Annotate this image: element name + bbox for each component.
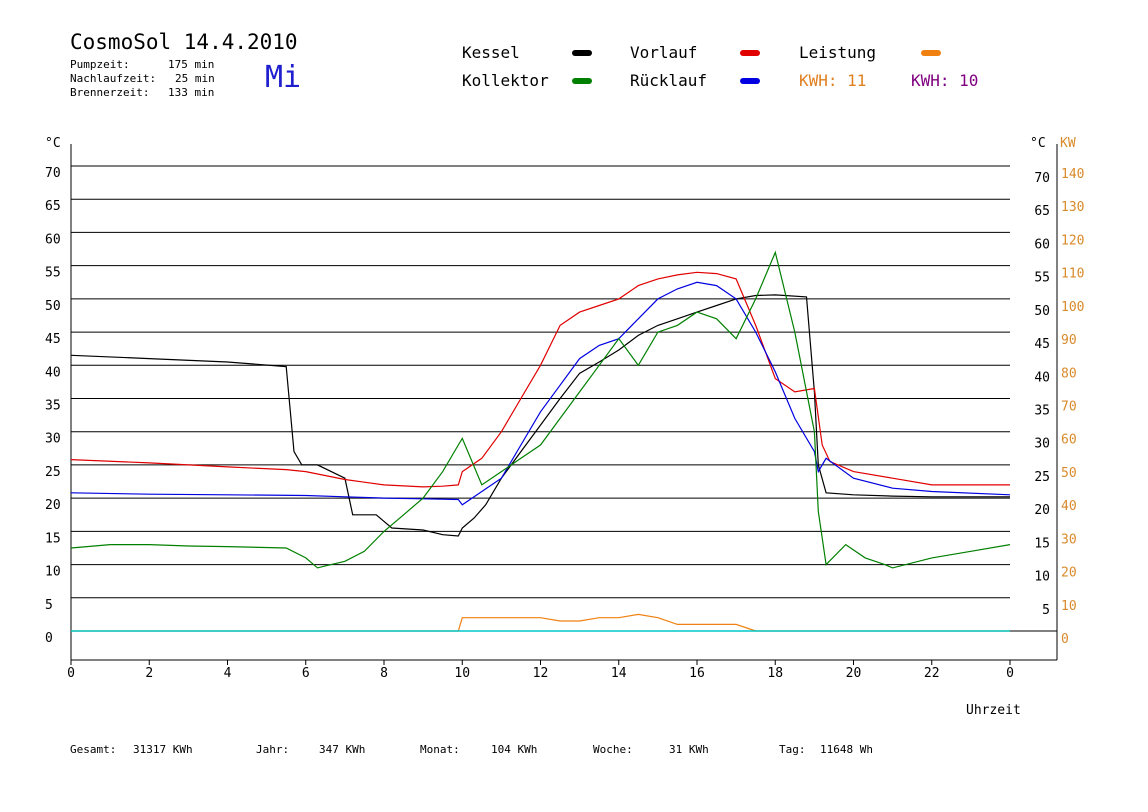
legend-leistung-swatch [921, 50, 941, 56]
footer-jahr-value: 347 KWh [319, 743, 366, 756]
x-tick-label: 4 [224, 666, 232, 681]
legend-leistung-label: Leistung [799, 43, 877, 62]
y-axis-unit-power: KW [1060, 136, 1076, 151]
y-tick-power: 130 [1061, 200, 1084, 215]
y-tick-left: 35 [45, 399, 61, 414]
y-tick-power: 70 [1061, 400, 1077, 415]
legend-kwh-orange: KWH: 11 [799, 71, 867, 90]
y-tick-power: 140 [1061, 167, 1084, 182]
legend-vorlauf-label: Vorlauf [630, 43, 698, 62]
y-tick-power: 90 [1061, 333, 1077, 348]
y-tick-right: 55 [1034, 271, 1050, 286]
y-tick-right: 35 [1034, 404, 1050, 419]
y-tick-left: 10 [45, 565, 61, 580]
stat-nachlaufzeit-label: Nachlaufzeit: [70, 72, 157, 85]
x-axis-label: Uhrzeit [966, 703, 1021, 718]
y-tick-power: 100 [1061, 300, 1084, 315]
stat-nachlaufzeit-value: 25 min [175, 72, 215, 85]
y-tick-right: 15 [1034, 536, 1050, 551]
y-tick-right: 30 [1034, 437, 1050, 452]
y-tick-left: 20 [45, 498, 61, 513]
y-tick-power: 110 [1061, 267, 1084, 282]
y-tick-right: 70 [1034, 171, 1050, 186]
x-tick-label: 0 [1006, 666, 1014, 681]
y-tick-right: 50 [1034, 304, 1050, 319]
y-tick-left: 45 [45, 332, 61, 347]
stat-brennerzeit-label: Brennerzeit: [70, 86, 150, 99]
x-tick-label: 16 [689, 666, 705, 681]
series-line-vorlauf [70, 271, 1010, 488]
y-tick-power: 0 [1061, 632, 1069, 647]
y-tick-right: 60 [1034, 237, 1050, 252]
x-tick-label: 10 [454, 666, 470, 681]
y-tick-right: 45 [1034, 337, 1050, 352]
x-tick-label: 22 [924, 666, 940, 681]
y-tick-left: 50 [45, 299, 61, 314]
y-tick-right: 25 [1034, 470, 1050, 485]
y-tick-power: 40 [1061, 499, 1077, 514]
legend-kollektor-swatch [572, 78, 592, 84]
y-tick-power: 120 [1061, 233, 1084, 248]
y-tick-left: 30 [45, 432, 61, 447]
y-tick-left: 15 [45, 531, 61, 546]
legend-ruecklauf-label: Rücklauf [630, 71, 708, 90]
x-tick-label: 20 [846, 666, 862, 681]
footer-monat-label: Monat: [420, 743, 460, 756]
y-tick-left: 25 [45, 465, 61, 480]
y-axis-unit-right: °C [1030, 136, 1046, 151]
y-tick-power: 20 [1061, 566, 1077, 581]
x-tick-label: 12 [533, 666, 549, 681]
footer-monat-value: 104 KWh [491, 743, 538, 756]
y-axis-unit-left: °C [45, 136, 61, 151]
legend-kwh-purple: KWH: 10 [911, 71, 979, 90]
series-line-kessel [70, 294, 1010, 537]
stat-pumpzeit-value: 175 min [168, 58, 215, 71]
y-tick-left: 5 [45, 598, 53, 613]
x-tick-label: 6 [302, 666, 310, 681]
stat-brennerzeit-value: 133 min [168, 86, 215, 99]
y-tick-power: 30 [1061, 532, 1077, 547]
legend-ruecklauf-swatch [740, 78, 760, 84]
stat-pumpzeit-label: Pumpzeit: [70, 58, 130, 71]
y-tick-left: 0 [45, 631, 53, 646]
y-tick-right: 5 [1042, 603, 1050, 618]
x-tick-label: 18 [767, 666, 783, 681]
legend-vorlauf-swatch [740, 50, 760, 56]
y-tick-right: 40 [1034, 370, 1050, 385]
weekday-label: Mi [265, 60, 302, 95]
legend-kessel-label: Kessel [462, 43, 520, 62]
y-tick-right: 10 [1034, 570, 1050, 585]
footer-tag-label: Tag: [779, 743, 806, 756]
y-tick-power: 80 [1061, 366, 1077, 381]
footer-tag-value: 11648 Wh [820, 743, 873, 756]
y-tick-left: 70 [45, 166, 61, 181]
y-tick-left: 60 [45, 232, 61, 247]
legend-kessel-swatch [572, 50, 592, 56]
y-tick-power: 10 [1061, 599, 1077, 614]
y-tick-left: 40 [45, 365, 61, 380]
y-tick-right: 20 [1034, 503, 1050, 518]
y-tick-left: 65 [45, 199, 61, 214]
series-line-rcklauf [70, 281, 1011, 506]
footer-gesamt-label: Gesamt: [70, 743, 117, 756]
x-tick-label: 8 [380, 666, 388, 681]
x-tick-label: 0 [67, 666, 75, 681]
chart-title: CosmoSol 14.4.2010 [70, 30, 298, 54]
y-tick-power: 60 [1061, 433, 1077, 448]
x-tick-label: 2 [145, 666, 153, 681]
footer-jahr-label: Jahr: [256, 743, 290, 756]
footer-woche-label: Woche: [593, 743, 633, 756]
y-tick-power: 50 [1061, 466, 1077, 481]
series-line-kollektor [70, 250, 1011, 569]
footer-gesamt-value: 31317 KWh [133, 743, 193, 756]
series-line-leistung [71, 613, 1010, 632]
y-tick-left: 55 [45, 266, 61, 281]
footer-woche-value: 31 KWh [669, 743, 709, 756]
x-tick-label: 14 [611, 666, 627, 681]
y-tick-right: 65 [1034, 204, 1050, 219]
legend-kollektor-label: Kollektor [462, 71, 549, 90]
